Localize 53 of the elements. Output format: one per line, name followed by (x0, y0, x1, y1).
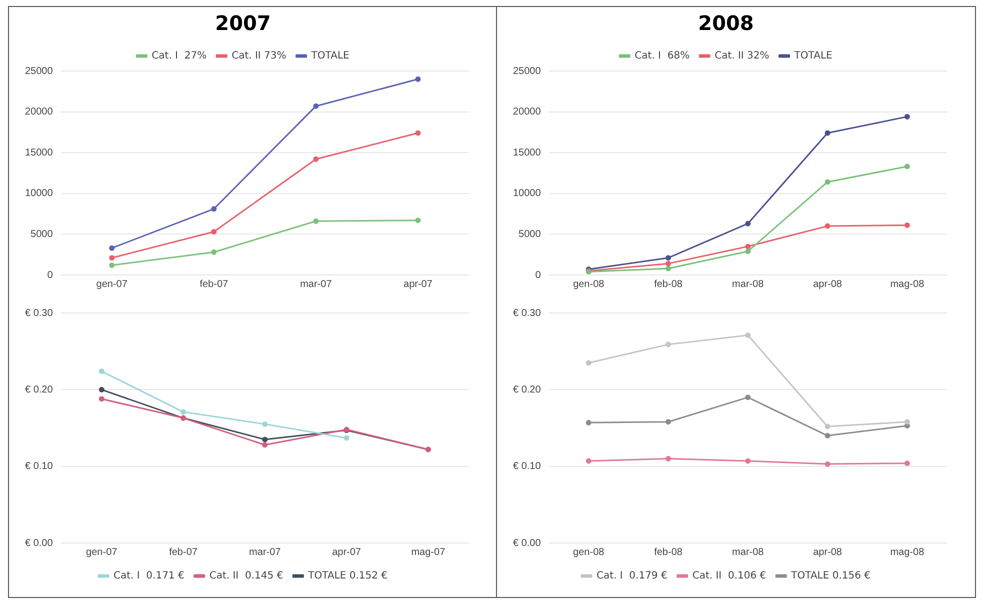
y-tick-label: 25000 (512, 66, 542, 77)
legend-label: TOTALE (793, 50, 832, 62)
x-tick-label: mar-07 (300, 278, 332, 290)
x-tick-label: mar-08 (732, 546, 764, 558)
y-tick-label: 5000 (518, 228, 542, 240)
x-tick-label: feb-08 (654, 278, 683, 290)
x-tick-label: gen-08 (573, 546, 605, 558)
x-tick-label: gen-07 (86, 546, 118, 558)
y-tick-label: € 0.10 (512, 461, 542, 472)
legend-label: TOTALE 0.156 € (790, 570, 871, 582)
legend-label: Cat. II 0.106 € (692, 570, 766, 582)
x-tick-label: mar-07 (249, 546, 282, 558)
legend-label: Cat. I 68% (634, 50, 690, 62)
y-tick-label: 20000 (24, 106, 54, 118)
x-tick-label: apr-07 (404, 278, 433, 290)
x-tick-label: mag-08 (890, 546, 925, 558)
x-tick-label: mag-08 (890, 278, 925, 290)
x-tick-label: feb-07 (169, 546, 198, 558)
legend-label: Cat. I 0.171 € (113, 570, 184, 582)
x-tick-label: feb-08 (654, 546, 683, 558)
legend-label: TOTALE 0.152 € (307, 570, 388, 582)
y-tick-label: € 0.00 (512, 538, 542, 549)
y-tick-label: € 0.20 (512, 384, 542, 396)
y-tick-label: 25000 (24, 66, 54, 77)
y-tick-label: 10000 (512, 188, 542, 200)
y-tick-label: 15000 (512, 147, 542, 158)
y-tick-label: € 0.00 (24, 538, 54, 549)
y-tick-label: 15000 (24, 147, 54, 158)
y-tick-label: € 0.20 (24, 384, 54, 396)
legend-label: Cat. II 0.145 € (209, 570, 284, 582)
legend-label: TOTALE (310, 50, 350, 62)
x-tick-label: gen-08 (573, 278, 605, 290)
y-tick-label: 20000 (512, 106, 542, 118)
y-tick-label: € 0.30 (512, 308, 542, 319)
chart-title: 2008 (698, 11, 754, 36)
y-tick-label: € 0.10 (24, 461, 54, 472)
x-tick-label: apr-08 (813, 546, 842, 558)
chart-title: 2007 (215, 11, 271, 36)
x-tick-label: apr-08 (813, 278, 842, 290)
legend-label: Cat. II 73% (232, 50, 286, 62)
y-tick-label: 0 (535, 270, 542, 281)
x-tick-label: feb-07 (200, 278, 228, 290)
legend-label: Cat. I 0.179 € (596, 570, 668, 582)
x-tick-label: mar-08 (732, 278, 764, 290)
legend-label: Cat. II 32% (714, 50, 770, 62)
legend-label: Cat. I 27% (152, 50, 207, 62)
x-tick-label: mag-07 (411, 546, 446, 558)
y-tick-label: 10000 (24, 188, 54, 200)
x-tick-label: gen-07 (96, 278, 128, 290)
y-tick-label: 0 (47, 270, 54, 281)
x-tick-label: apr-07 (332, 546, 362, 558)
y-tick-label: € 0.30 (24, 308, 54, 319)
y-tick-label: 5000 (30, 228, 54, 240)
